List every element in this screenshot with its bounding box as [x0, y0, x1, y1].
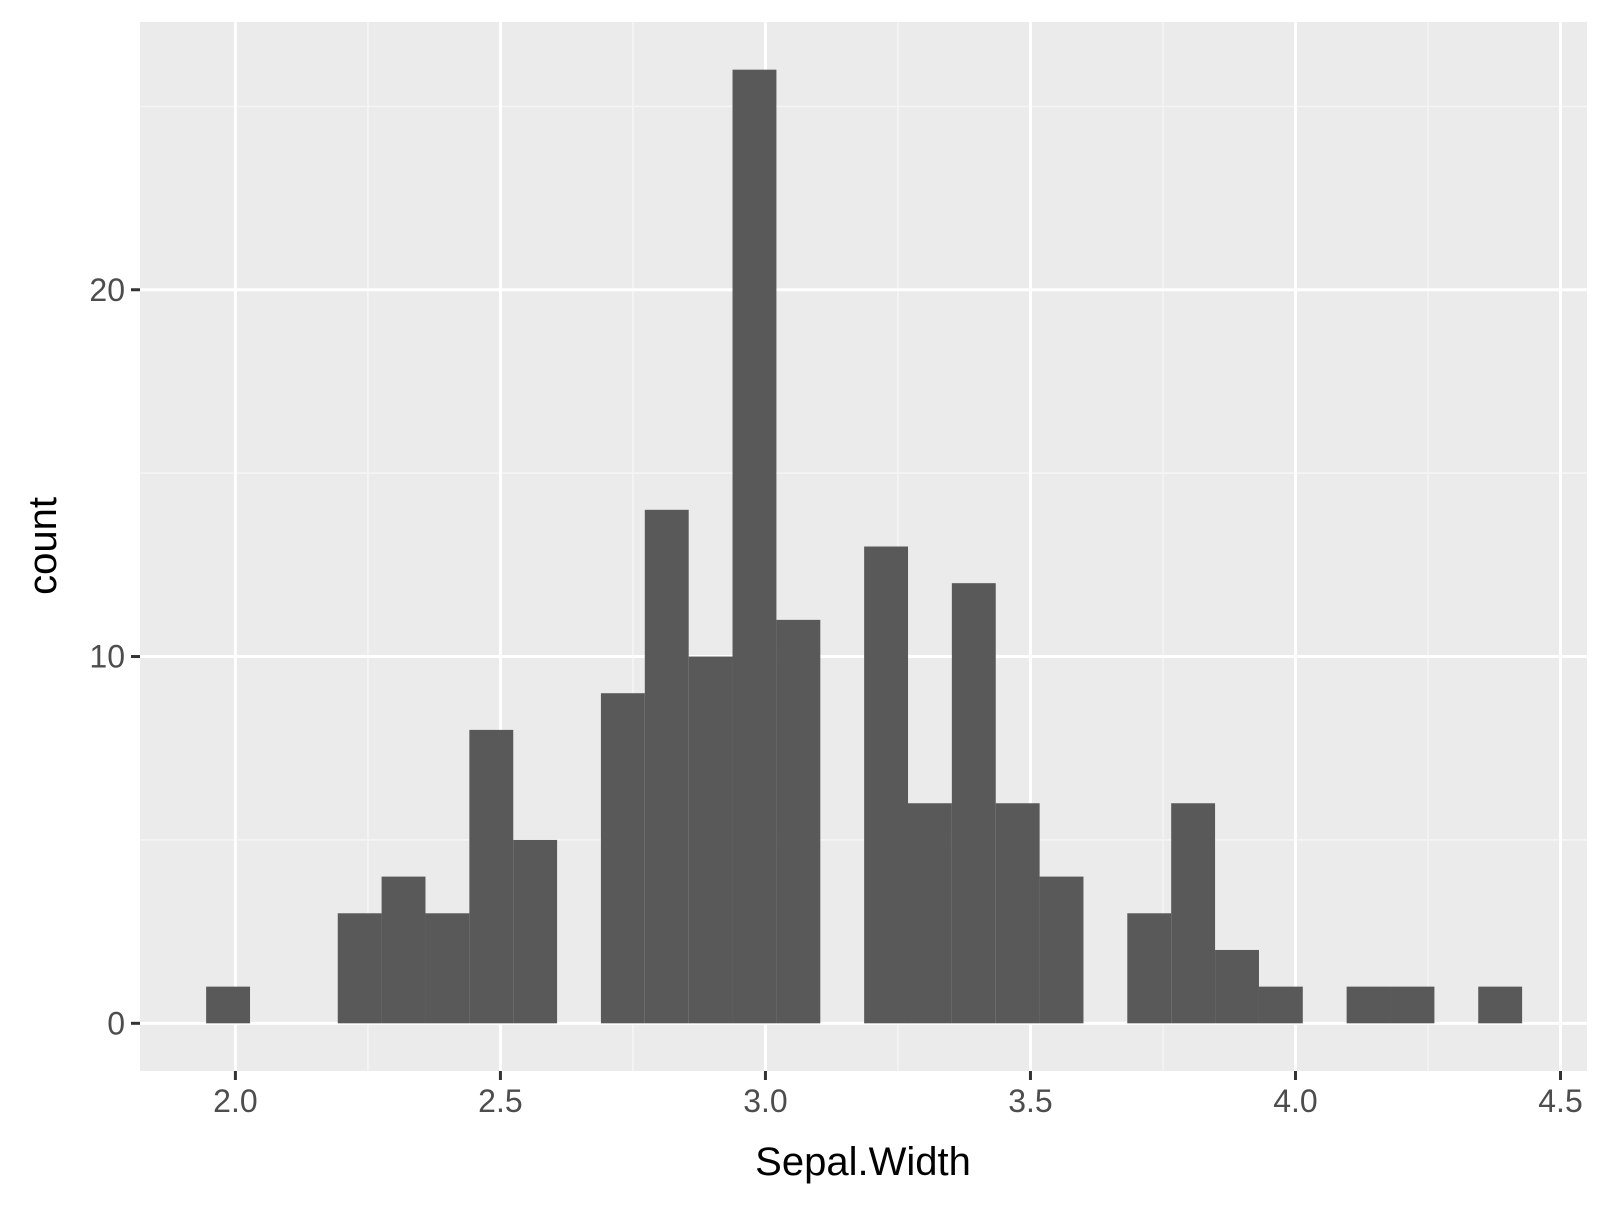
histogram-bar — [907, 803, 952, 1024]
x-axis-title: Sepal.Width — [755, 1140, 971, 1184]
histogram-bar — [381, 876, 426, 1024]
y-tick-label: 20 — [89, 272, 125, 308]
histogram-bar — [995, 803, 1040, 1024]
x-tick-label: 3.0 — [743, 1083, 787, 1119]
histogram-bar — [469, 729, 514, 1024]
y-axis: 0 10 20 — [89, 272, 140, 1041]
plot-panel — [140, 22, 1587, 1071]
histogram-bar — [1346, 986, 1391, 1024]
histogram-bar — [600, 693, 645, 1024]
histogram-bar — [1039, 876, 1084, 1024]
histogram-bar — [425, 913, 470, 1024]
histogram-bar — [1258, 986, 1303, 1024]
histogram-bar — [513, 839, 558, 1024]
histogram-bar — [206, 986, 251, 1024]
x-tick-label: 4.0 — [1273, 1083, 1317, 1119]
x-tick-label: 3.5 — [1008, 1083, 1052, 1119]
histogram-bar — [1171, 803, 1216, 1024]
y-tick-label: 0 — [107, 1005, 125, 1041]
histogram-bar — [776, 619, 821, 1024]
histogram-bar — [337, 913, 382, 1024]
histogram-bars — [206, 69, 1523, 1024]
histogram-bar — [1390, 986, 1435, 1024]
y-axis-title: count — [21, 497, 65, 595]
histogram-bar — [864, 546, 909, 1024]
histogram-bar — [644, 509, 689, 1024]
x-axis: 2.0 2.5 3.0 3.5 4.0 4.5 — [213, 1071, 1583, 1119]
x-tick-label: 4.5 — [1538, 1083, 1582, 1119]
histogram-bar — [951, 583, 996, 1024]
histogram-bar — [732, 69, 777, 1024]
x-tick-label: 2.5 — [478, 1083, 522, 1119]
histogram-bar — [1215, 949, 1259, 1024]
y-tick-label: 10 — [89, 639, 125, 675]
histogram-bar — [1127, 913, 1172, 1024]
x-tick-label: 2.0 — [213, 1083, 257, 1119]
histogram-bar — [1478, 986, 1523, 1024]
histogram-bar — [688, 656, 733, 1024]
